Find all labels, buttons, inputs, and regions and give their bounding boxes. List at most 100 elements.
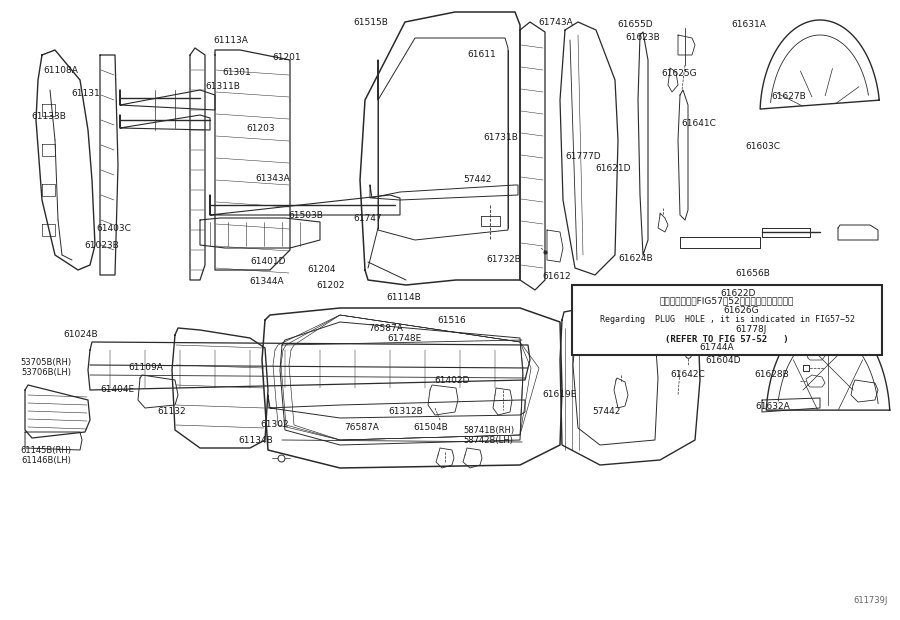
Text: 61515B: 61515B <box>354 18 388 27</box>
Polygon shape <box>762 228 810 237</box>
Polygon shape <box>428 385 458 415</box>
Text: 61202: 61202 <box>316 281 345 290</box>
Polygon shape <box>547 230 563 262</box>
Text: 61203: 61203 <box>247 124 275 133</box>
Text: 61133B: 61133B <box>32 112 66 121</box>
Text: 61642C: 61642C <box>670 370 705 379</box>
Text: 61625G: 61625G <box>662 69 698 78</box>
Text: 61301: 61301 <box>222 68 251 77</box>
Polygon shape <box>806 348 825 360</box>
Polygon shape <box>560 305 700 465</box>
Text: 76587A: 76587A <box>368 324 402 333</box>
Text: 61622D: 61622D <box>720 289 756 298</box>
Text: 61134B: 61134B <box>238 436 273 445</box>
Polygon shape <box>25 432 82 450</box>
Text: 61603C: 61603C <box>746 142 780 151</box>
Text: 61132: 61132 <box>158 407 186 415</box>
Text: 61743A: 61743A <box>539 18 573 27</box>
Bar <box>572 285 882 355</box>
Polygon shape <box>762 398 820 412</box>
Text: 61114B: 61114B <box>387 293 421 302</box>
Text: 61402D: 61402D <box>434 376 470 385</box>
Polygon shape <box>172 328 268 448</box>
Text: 61612: 61612 <box>543 272 572 281</box>
Text: 61623B: 61623B <box>626 33 660 42</box>
Text: 611739J: 611739J <box>853 596 888 605</box>
Polygon shape <box>436 448 454 468</box>
Text: 61732B: 61732B <box>487 255 521 264</box>
Text: 61131: 61131 <box>71 89 100 98</box>
Polygon shape <box>370 185 518 200</box>
Polygon shape <box>678 90 688 220</box>
Text: 61343A: 61343A <box>256 174 290 183</box>
Polygon shape <box>493 388 512 415</box>
Polygon shape <box>614 378 628 408</box>
Text: 61146B(LH): 61146B(LH) <box>21 456 71 464</box>
Polygon shape <box>42 184 55 196</box>
Polygon shape <box>36 50 95 270</box>
Polygon shape <box>138 375 178 408</box>
Polygon shape <box>573 320 658 445</box>
Text: 58742B(LH): 58742B(LH) <box>464 436 514 445</box>
Polygon shape <box>280 322 523 445</box>
Text: 61747: 61747 <box>354 214 382 223</box>
Text: 61777D: 61777D <box>565 152 601 161</box>
Polygon shape <box>680 237 760 248</box>
Text: 61108A: 61108A <box>44 66 78 75</box>
Text: 61628B: 61628B <box>755 370 789 379</box>
Polygon shape <box>210 195 400 215</box>
Polygon shape <box>808 298 832 312</box>
Text: 61404E: 61404E <box>100 385 134 394</box>
Text: 61312B: 61312B <box>389 407 423 415</box>
Text: 61619E: 61619E <box>543 391 577 399</box>
Text: 57442: 57442 <box>463 175 491 184</box>
Text: 61744A: 61744A <box>699 343 734 352</box>
Text: 61401D: 61401D <box>250 257 286 266</box>
Polygon shape <box>25 385 90 438</box>
Polygon shape <box>766 315 890 420</box>
Polygon shape <box>378 38 508 240</box>
Text: 61302: 61302 <box>260 420 289 428</box>
Text: 61516: 61516 <box>437 316 466 325</box>
Text: プラグホールはFIG57－52に掛載してあります。: プラグホールはFIG57－52に掛載してあります。 <box>660 296 794 305</box>
Polygon shape <box>281 315 531 440</box>
Text: 61626G: 61626G <box>724 306 760 315</box>
Text: 61403C: 61403C <box>97 224 131 233</box>
Text: 61503B: 61503B <box>289 211 323 220</box>
Text: 61604D: 61604D <box>706 356 742 365</box>
Text: 61023B: 61023B <box>85 241 119 250</box>
Polygon shape <box>42 104 55 116</box>
Polygon shape <box>668 68 678 92</box>
Polygon shape <box>120 90 215 110</box>
Text: Regarding  PLUG  HOLE , it is indicated in FIG57−52: Regarding PLUG HOLE , it is indicated in… <box>599 316 854 324</box>
Text: 76587A: 76587A <box>345 423 379 432</box>
Polygon shape <box>88 342 530 390</box>
Text: 61624B: 61624B <box>618 254 652 263</box>
Polygon shape <box>838 225 878 240</box>
Polygon shape <box>463 448 482 468</box>
Polygon shape <box>678 35 695 55</box>
Text: 61631A: 61631A <box>732 20 766 29</box>
Text: 61311B: 61311B <box>206 82 240 91</box>
Text: 61778J: 61778J <box>735 326 766 334</box>
Text: 61731B: 61731B <box>483 133 518 141</box>
Polygon shape <box>360 12 520 285</box>
Text: 61655D: 61655D <box>617 20 653 29</box>
Polygon shape <box>42 224 55 236</box>
Text: 61344A: 61344A <box>249 277 284 286</box>
Polygon shape <box>560 22 618 275</box>
Text: 58741B(RH): 58741B(RH) <box>464 426 514 435</box>
Polygon shape <box>42 144 55 156</box>
Polygon shape <box>215 50 290 270</box>
Polygon shape <box>273 315 523 440</box>
Polygon shape <box>806 320 825 332</box>
Text: 53705B(RH): 53705B(RH) <box>21 358 71 366</box>
Text: 57442: 57442 <box>592 407 621 415</box>
Text: 61656B: 61656B <box>735 269 770 278</box>
Text: 61145B(RH): 61145B(RH) <box>21 446 71 454</box>
Polygon shape <box>806 375 825 387</box>
Polygon shape <box>190 48 205 280</box>
Text: 61504B: 61504B <box>414 423 448 432</box>
Text: 61109A: 61109A <box>129 363 163 371</box>
Text: 61024B: 61024B <box>64 330 98 339</box>
